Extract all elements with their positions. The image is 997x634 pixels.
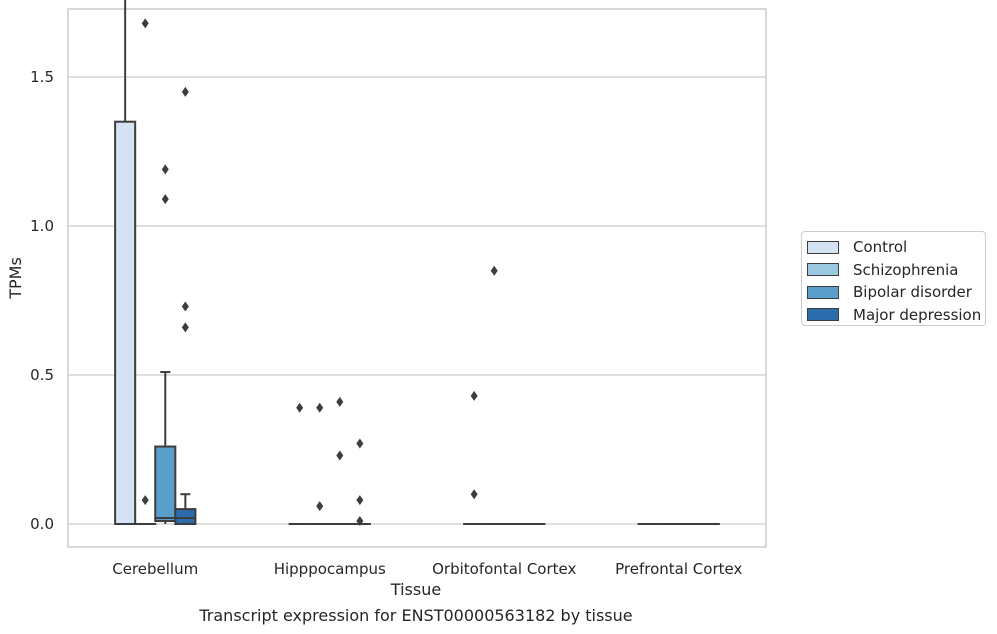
legend-swatch-schizophrenia: [807, 263, 839, 277]
figure-caption: Transcript expression for ENST0000056318…: [199, 606, 633, 625]
legend-item-control: Control: [807, 236, 985, 259]
legend-item-bipolar-disorder: Bipolar disorder: [807, 281, 985, 304]
x-tick-label: Cerebellum: [112, 560, 198, 578]
outlier-point: [356, 438, 364, 449]
outlier-point: [316, 402, 324, 413]
outlier-point: [181, 322, 189, 333]
legend-label-control: Control: [853, 238, 908, 257]
y-tick-label: 1.0: [30, 217, 54, 235]
outlier-point: [181, 301, 189, 312]
outlier-point: [490, 265, 498, 276]
legend: Control Schizophrenia Bipolar disorder M…: [801, 231, 986, 326]
legend-label-major-depression: Major depression: [853, 305, 982, 324]
x-axis-label: Tissue: [390, 580, 441, 599]
legend-item-schizophrenia: Schizophrenia: [807, 259, 985, 282]
outlier-point: [336, 450, 344, 461]
x-tick-label: Orbitofontal Cortex: [432, 560, 576, 578]
x-tick-label: Hipppocampus: [274, 560, 386, 578]
outlier-point: [161, 194, 169, 205]
outlier-point: [356, 495, 364, 506]
outlier-point: [141, 495, 149, 506]
box: [114, 120, 137, 525]
outlier-point: [470, 489, 478, 500]
outlier-point: [470, 390, 478, 401]
x-tick-label: Prefrontal Cortex: [615, 560, 742, 578]
outlier-point: [161, 164, 169, 175]
outlier-point: [356, 516, 364, 527]
y-axis-ticks: 0.00.51.01.52.02.53.0: [30, 68, 54, 533]
outlier-point: [181, 86, 189, 97]
box: [174, 508, 197, 526]
outlier-point: [336, 396, 344, 407]
x-axis-ticks: Cerebellum Hipppocampus Orbitofontal Corte…: [112, 560, 742, 578]
outlier-point: [296, 402, 304, 413]
plot-area: [67, 8, 767, 548]
legend-swatch-control: [807, 240, 839, 254]
box-groups: [114, 0, 720, 527]
y-axis-label: TPMs: [6, 257, 25, 300]
legend-label-schizophrenia: Schizophrenia: [853, 260, 959, 279]
legend-swatch-major-depression: [807, 308, 839, 322]
box: [154, 445, 177, 523]
y-tick-label: 1.5: [30, 68, 54, 86]
y-tick-label: 0.5: [30, 366, 54, 384]
y-tick-label: 0.0: [30, 515, 54, 533]
legend-swatch-bipolar-disorder: [807, 285, 839, 299]
legend-item-major-depression: Major depression: [807, 304, 985, 327]
outlier-point: [141, 18, 149, 29]
legend-label-bipolar-disorder: Bipolar disorder: [853, 283, 972, 302]
outlier-point: [316, 501, 324, 512]
